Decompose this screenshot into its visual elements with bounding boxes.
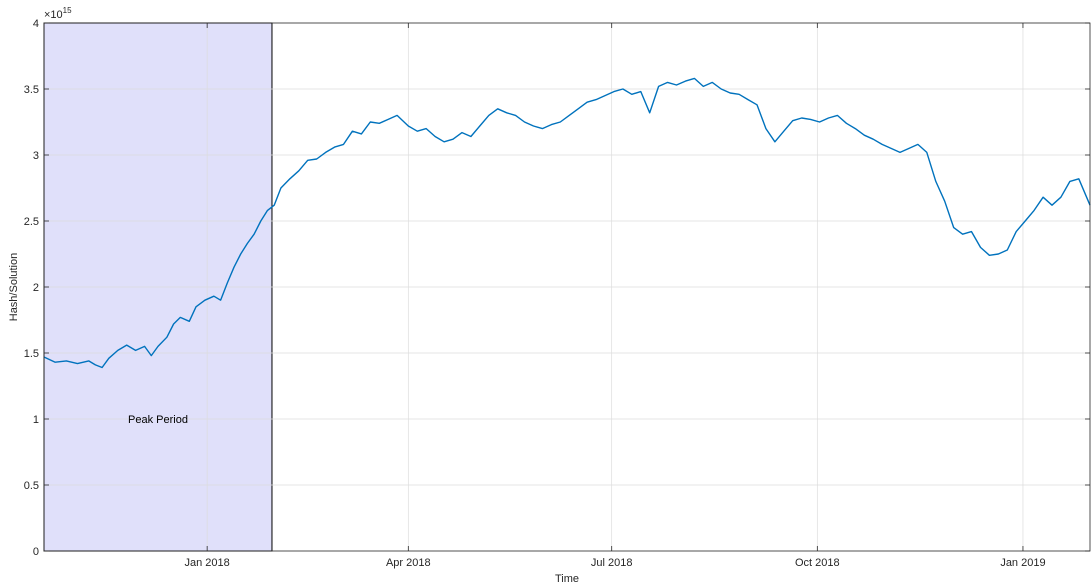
y-tick-label: 1 <box>33 414 39 426</box>
x-tick-label: Oct 2018 <box>795 557 840 569</box>
x-tick-label: Jul 2018 <box>591 557 633 569</box>
y-tick-label: 3 <box>33 150 39 162</box>
y-axis-exponent: ×1015 <box>44 6 72 21</box>
y-tick-label: 4 <box>33 18 39 30</box>
x-axis-title: Time <box>555 573 579 585</box>
peak-period-label: Peak Period <box>128 414 188 426</box>
y-tick-label: 2.5 <box>24 216 39 228</box>
y-axis-title: Hash/Solution <box>8 253 20 322</box>
y-tick-label: 1.5 <box>24 348 39 360</box>
y-axis-ticks: 0 0.5 1 1.5 2 2.5 3 3.5 4 <box>24 18 1090 558</box>
y-tick-label: 0.5 <box>24 480 39 492</box>
y-tick-label: 2 <box>33 282 39 294</box>
x-tick-label: Jan 2019 <box>1000 557 1045 569</box>
y-axis-exponent-base: ×10 <box>44 9 63 21</box>
x-tick-label: Apr 2018 <box>386 557 431 569</box>
x-axis-ticks: Jan 2018 Apr 2018 Jul 2018 Oct 2018 Jan 2019 <box>185 23 1046 569</box>
y-tick-label: 3.5 <box>24 84 39 96</box>
series-line <box>43 77 1091 369</box>
y-tick-label: 0 <box>33 546 39 558</box>
y-axis-exponent-power: 15 <box>63 6 72 15</box>
x-tick-label: Jan 2018 <box>185 557 230 569</box>
grid-lines <box>44 23 1090 551</box>
